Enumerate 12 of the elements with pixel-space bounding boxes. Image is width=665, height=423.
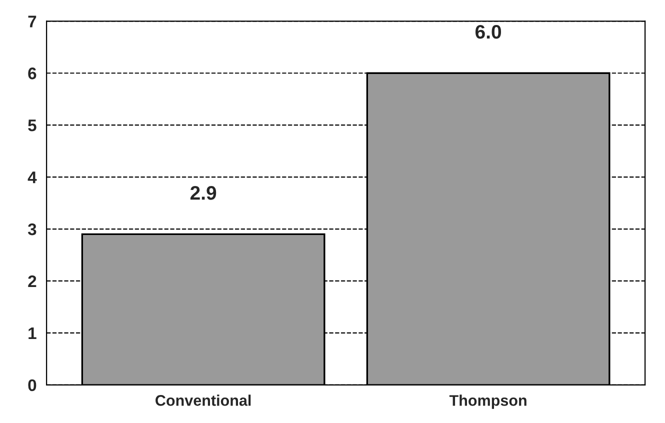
x-tick-label: Conventional — [156, 394, 251, 406]
y-tick-label: 1 — [28, 328, 36, 339]
y-tick-label: 6 — [28, 68, 36, 80]
y-tick-label: 0 — [28, 379, 36, 392]
x-tick-label: Thompson — [449, 394, 526, 409]
y-tick-label: 7 — [28, 16, 36, 28]
data-label: 2.9 — [190, 186, 216, 200]
y-tick-label: 5 — [28, 120, 36, 132]
y-tick-label: 2 — [28, 275, 36, 288]
y-tick-label: 4 — [28, 172, 37, 184]
data-label: 6.0 — [475, 24, 502, 39]
y-tick-label: 3 — [28, 223, 36, 236]
